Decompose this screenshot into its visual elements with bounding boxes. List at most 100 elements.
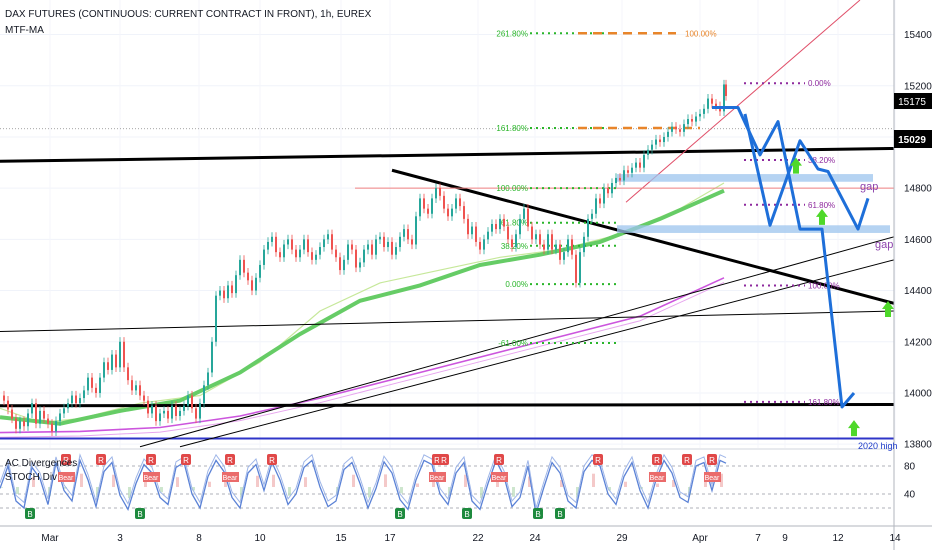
stochastic-line [0,458,727,514]
candle-body [639,162,641,168]
candle-body [695,116,697,122]
candle-body [543,244,545,250]
candle-body [47,418,49,424]
bear-marker-label: R [595,456,601,465]
candle-body [511,239,513,248]
candle-body [151,405,153,414]
gap-label-lower: gap [875,239,893,251]
bear-marker [439,454,449,465]
bear-marker-label: R [434,456,440,465]
candle-body [725,84,727,96]
candle-body [663,136,665,143]
time-tick-5: 17 [384,533,396,544]
bear-tag [429,472,446,482]
candle-body [399,236,401,248]
bear-marker [494,454,504,465]
candle-body [87,377,89,391]
bear-marker [146,454,156,465]
candle-body [315,254,317,260]
candle-body [219,290,221,296]
candle-body [135,385,137,391]
candle-body [723,84,725,112]
bear-marker [652,454,662,465]
time-tick-13: 14 [889,533,901,544]
osc-histogram-bar [352,474,355,487]
candle-body [439,188,441,196]
bear-tag [491,472,508,482]
candle-body [371,244,373,255]
osc-histogram-bar [384,474,387,487]
candle-body [319,247,321,255]
high-2020-label: 2020 high [858,441,898,451]
candle-body [427,208,429,214]
bear-marker-label: R [684,456,690,465]
osc-histogram-bar [16,487,19,494]
osc-histogram-bar [112,474,115,487]
candle-body [623,170,625,181]
candle-body [531,226,533,240]
osc-histogram-bar [288,487,291,496]
bear-marker-label: R [441,456,447,465]
candle-body [391,241,393,255]
bull-marker-label: B [397,510,402,519]
candle-body [83,390,85,399]
osc-histogram-bar [160,487,163,493]
bull-marker-label: B [464,510,469,519]
price-tick-14800: 14800 [904,184,932,195]
candle-body [275,236,277,253]
osc-histogram-bar [224,479,227,487]
price-tick-15400: 15400 [904,30,932,41]
bear-tag-label: Bear [59,475,74,482]
candle-body [679,129,681,132]
green-up-arrow [816,208,828,225]
candle-body [447,208,449,217]
bear-tag [58,472,75,482]
candle-body [487,231,489,240]
time-tick-8: 29 [616,533,628,544]
candle-body [335,249,337,258]
candle-body [143,395,145,401]
bear-marker-label: R [98,456,104,465]
bull-marker [25,508,35,519]
grid [0,0,896,448]
candle-body [583,236,585,253]
gap-label-upper: gap [860,181,878,193]
osc-histogram-bar [720,473,723,487]
osc-histogram-bar [368,487,371,498]
bull-marker-label: B [137,510,142,519]
candle-body [235,275,237,294]
bear-marker [267,454,277,465]
candle-body [243,259,245,273]
candle-body [675,126,677,130]
candle-body [115,354,117,368]
ma-long-band [0,281,725,438]
candle-body [59,413,61,422]
fib-right-label: 61.80% [808,201,835,210]
osc-histogram-bar [464,474,467,487]
candle-body [431,198,433,214]
bear-marker-label: R [183,456,189,465]
osc-histogram-bar [240,487,243,498]
bear-marker-label: R [227,456,233,465]
candle-body [479,241,481,250]
bear-marker [593,454,603,465]
candle-body [627,170,629,173]
candle-body [11,409,13,419]
bull-marker [533,508,543,519]
price-tick-14600: 14600 [904,235,932,246]
candle-body [379,236,381,240]
candle-body [343,259,345,271]
candle-body [435,188,437,199]
green-up-arrow [882,301,894,318]
candle-body [659,139,661,143]
candle-body [579,252,581,283]
bear-tag-label: Bear [430,475,445,482]
osc-histogram-bar [80,473,83,487]
candle-body [327,234,329,240]
candle-body [155,405,157,422]
osc-histogram-bar [576,487,579,498]
candle-body [615,177,617,184]
candle-body [491,224,493,232]
candle-body [519,218,521,235]
